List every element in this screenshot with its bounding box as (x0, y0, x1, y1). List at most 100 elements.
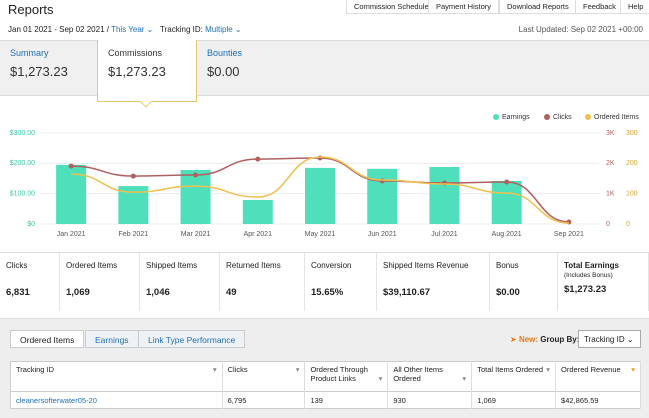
tracking-label: Tracking ID: (160, 25, 203, 34)
group-label: Group By: (540, 335, 580, 344)
x-tick-label: May 2021 (305, 231, 336, 238)
x-tick-label: Feb 2021 (119, 231, 149, 238)
sort-icon: ▾ (546, 365, 551, 374)
tab-amount: $0.00 (207, 64, 240, 79)
column-label: Ordered Revenue (561, 365, 621, 374)
x-tick-label: Aug 2021 (492, 231, 522, 238)
point (379, 178, 385, 184)
cell: cleanersofterwater05-20 (10, 391, 223, 409)
sort-icon: ▾ (462, 374, 467, 383)
column-header: All Other Items Ordered ▾ (387, 361, 473, 392)
chart: $0 $100.00 $200.00 $300.00 0 1K 2K 3K 0 100 200 300… (10, 114, 640, 238)
point (68, 163, 74, 169)
column-label: Ordered Through Product Links (310, 365, 368, 383)
y-tick-label: 1K (606, 191, 615, 198)
point (441, 180, 447, 186)
tab-label: Commissions (108, 48, 163, 58)
stat: Shipped Items 1,046 (140, 253, 220, 311)
column-header: Ordered Revenue ▾ (555, 361, 641, 392)
y-tick-label: $300.00 (10, 130, 35, 137)
point (193, 172, 199, 178)
tab-amount: $1,273.23 (10, 64, 68, 79)
bar (367, 168, 398, 224)
stat-value: $39,110.67 (383, 287, 431, 298)
legend-swatch (493, 114, 499, 120)
x-tick-label: Sep 2021 (554, 231, 584, 238)
table-tab[interactable]: Link Type Performance (138, 330, 246, 348)
sort-icon: ▾ (212, 365, 217, 374)
legend-label: Ordered Items (594, 114, 639, 121)
stat-label: Bonus (496, 261, 519, 270)
filters: Jan 01 2021 - Sep 02 2021 / This Year ⌄ … (8, 25, 242, 34)
column-header: Clicks ▾ (222, 361, 306, 392)
y-tick-label: 0 (606, 221, 610, 228)
cell: 1,069 (471, 391, 557, 409)
y-tick-label: $100.00 (10, 191, 35, 198)
stat-value: 49 (226, 287, 237, 298)
x-tick-label: Jul 2021 (431, 231, 458, 238)
x-tick-label: Mar 2021 (181, 231, 211, 238)
period[interactable]: This Year (111, 25, 145, 34)
divider (0, 252, 649, 253)
stat-label: Clicks (6, 261, 28, 270)
line (71, 156, 569, 224)
tab-label: Summary (10, 48, 49, 58)
table-tab[interactable]: Earnings (85, 330, 139, 348)
legend-swatch (585, 114, 591, 120)
tab-selected[interactable]: Commissions $1,273.23 (97, 40, 197, 102)
x-tick-label: Jun 2021 (368, 231, 397, 238)
group-select[interactable]: Tracking ID ⌄ (578, 330, 641, 348)
stat: Total Earnings (Includes Bonus) $1,273.23 (558, 253, 649, 311)
line (71, 157, 569, 223)
y-tick-label: 3K (606, 130, 615, 137)
sort-icon: ▾ (295, 365, 300, 374)
y-tick-label: $0 (27, 221, 35, 228)
column-header: Total Items Ordered ▾ (471, 361, 557, 392)
tracking-value[interactable]: Multiple (205, 25, 233, 34)
point (255, 156, 261, 162)
stat: Bonus $0.00 (490, 253, 558, 311)
table-tab[interactable]: Ordered Items (10, 330, 85, 348)
column-label: All Other Items Ordered (393, 365, 443, 383)
group-by: ➤ New: Group By: (510, 335, 580, 344)
legend-swatch (544, 114, 550, 120)
bar (491, 180, 522, 224)
tab[interactable]: Summary $1,273.23 (0, 40, 78, 96)
stat: Shipped Items Revenue $39,110.67 (377, 253, 490, 311)
column-label: Tracking ID (16, 365, 55, 374)
stat-value: 1,046 (146, 287, 170, 298)
legend-label: Clicks (553, 114, 572, 121)
sort-icon: ▾ (631, 365, 635, 374)
stat-label: Total Earnings (564, 261, 619, 270)
new-label: New: (518, 335, 539, 344)
stat: Clicks 6,831 (0, 253, 60, 311)
sort-icon: ▾ (378, 374, 383, 383)
column-header: Tracking ID ▾ (10, 361, 223, 392)
button[interactable]: Help (620, 0, 649, 14)
stat: Conversion 15.65% (305, 253, 377, 311)
cell: 6,795 (222, 391, 306, 409)
tab-amount: $1,273.23 (108, 64, 166, 79)
bar (180, 170, 211, 224)
y-tick-label: 300 (626, 130, 638, 137)
button[interactable]: Payment History (428, 0, 500, 14)
bar (242, 200, 273, 224)
tab[interactable]: Bounties $0.00 (197, 40, 252, 96)
page-title: Reports (8, 2, 54, 17)
stat-value: 6,831 (6, 287, 30, 298)
y-tick-label: 200 (626, 160, 638, 167)
table-header: Tracking ID ▾ Clicks ▾ Ordered Through Produ… (10, 361, 641, 392)
column-label: Total Items Ordered (477, 365, 544, 374)
cell: 930 (387, 391, 473, 409)
stat-value: $1,273.23 (564, 284, 607, 295)
cell: 139 (304, 391, 389, 409)
stat-label: Shipped Items Revenue (383, 261, 469, 270)
stat-label: Conversion (311, 261, 352, 270)
point (504, 179, 510, 185)
select-value: Tracking ID (584, 335, 625, 344)
tab-label: Bounties (207, 48, 243, 58)
table-row: cleanersofterwater05-20 6,795 139 930 1,069 $… (10, 391, 641, 409)
bar (305, 167, 335, 224)
stat-value: 15.65% (311, 287, 344, 298)
